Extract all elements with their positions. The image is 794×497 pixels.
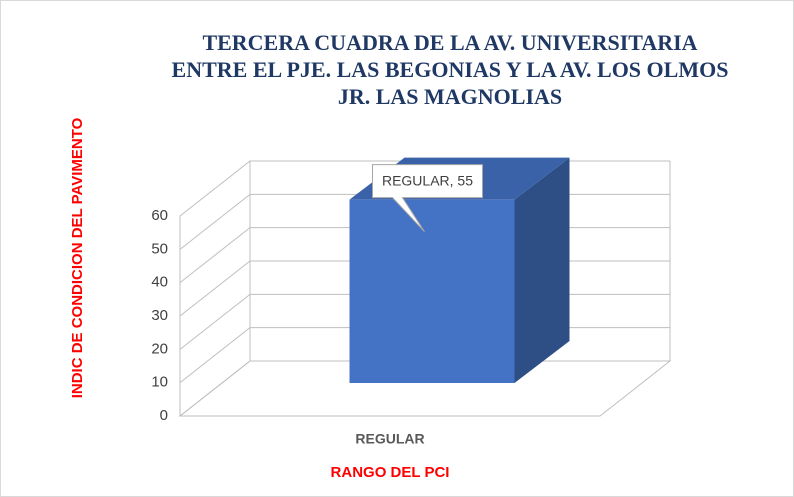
chart-title: TERCERA CUADRA DE LA AV. UNIVERSITARIA (202, 30, 697, 55)
y-tick-label: 60 (151, 207, 168, 224)
bar (349, 199, 515, 383)
x-tick-label: REGULAR (355, 431, 424, 447)
y-tick-label: 10 (151, 374, 168, 391)
y-axis-label: INDIC DE CONDICION DEL PAVIMENTO (69, 117, 86, 398)
y-tick-label: 30 (151, 307, 168, 324)
x-axis-label: RANGO DEL PCI (331, 464, 450, 481)
y-tick-label: 0 (160, 407, 168, 424)
chart-title: ENTRE EL PJE. LAS BEGONIAS Y LA AV. LOS … (172, 57, 729, 82)
bar-side (514, 157, 570, 383)
data-label-box (372, 164, 483, 233)
y-tick-label: 50 (151, 240, 168, 257)
y-tick-label: 20 (151, 340, 168, 357)
chart-title: JR. LAS MAGNOLIAS (338, 84, 562, 109)
y-tick-label: 40 (151, 274, 168, 291)
data-label: REGULAR, 55 (382, 172, 473, 188)
